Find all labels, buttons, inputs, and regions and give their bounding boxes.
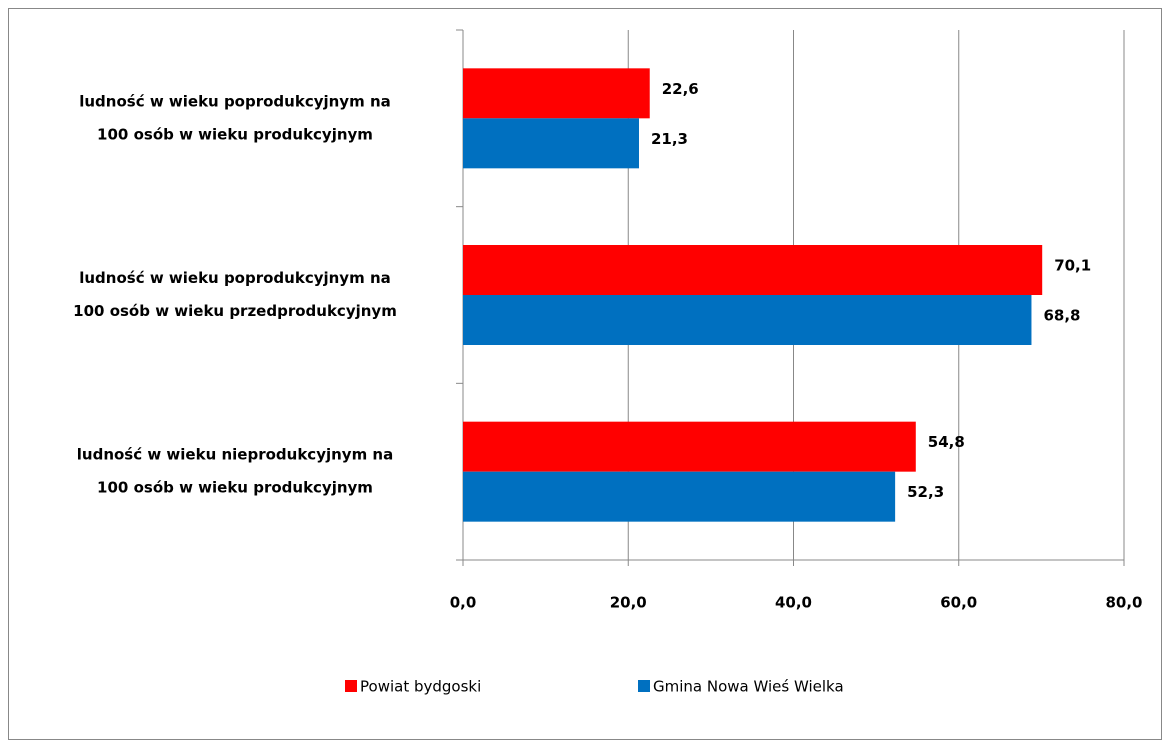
- value-label: 70,1: [1054, 257, 1091, 275]
- legend-swatch: [345, 680, 357, 692]
- label-line: 100 osób w wieku przedprodukcyjnym: [73, 302, 397, 320]
- legend-label: Powiat bydgoski: [360, 678, 481, 696]
- value-label: 21,3: [651, 130, 688, 148]
- x-tick-label: 20,0: [610, 594, 647, 612]
- label-line: ludność w wieku poprodukcyjnym na: [79, 269, 391, 287]
- y-tick-label: ludność w wieku poprodukcyjnym na 100 osó…: [79, 92, 391, 143]
- bar: [463, 295, 1032, 345]
- x-tick-label: 40,0: [775, 594, 812, 612]
- legend-swatch: [638, 680, 650, 692]
- label-line: 100 osób w wieku produkcyjnym: [97, 478, 373, 496]
- bar: [463, 245, 1043, 295]
- x-tick-label: 80,0: [1105, 594, 1142, 612]
- label-line: ludność w wieku poprodukcyjnym na: [79, 92, 391, 110]
- y-tick-label: ludność w wieku nieprodukcyjnym na 100 os…: [77, 445, 393, 496]
- value-label: 52,3: [907, 483, 944, 501]
- value-label: 22,6: [662, 80, 699, 98]
- bar: [463, 421, 916, 472]
- legend-label: Gmina Nowa Wieś Wielka: [653, 678, 844, 696]
- x-tick-label: 0,0: [450, 594, 477, 612]
- bar: [463, 118, 639, 169]
- value-label: 68,8: [1043, 307, 1080, 325]
- label-line: ludność w wieku nieprodukcyjnym na: [77, 445, 393, 463]
- y-tick-label: ludność w wieku poprodukcyjnym na 100 osó…: [73, 269, 397, 320]
- x-tick-label: 60,0: [940, 594, 977, 612]
- value-label: 54,8: [928, 433, 965, 451]
- bar: [463, 68, 650, 119]
- label-line: 100 osób w wieku produkcyjnym: [97, 125, 373, 143]
- bar: [463, 471, 896, 522]
